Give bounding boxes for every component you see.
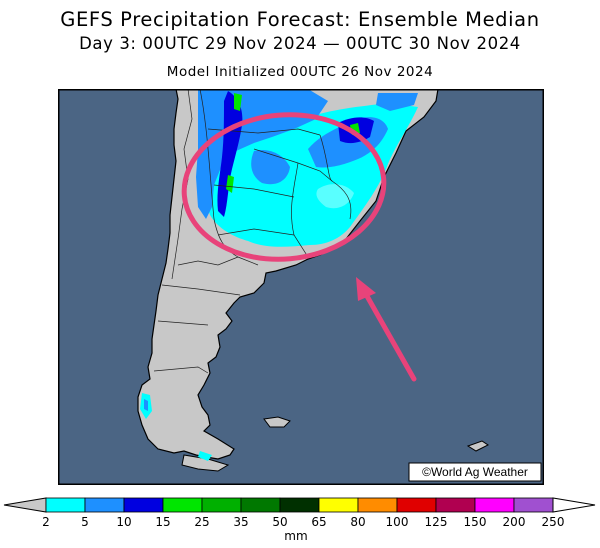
colorbar-tick-label: 25 <box>194 515 209 529</box>
colorbar-swatch <box>201 497 242 513</box>
colorbar-swatches <box>3 497 596 513</box>
colorbar-tick-label: 50 <box>272 515 287 529</box>
colorbar-swatch <box>513 497 554 513</box>
colorbar-tick-label: 2 <box>42 515 50 529</box>
colorbar-unit: mm <box>284 529 307 543</box>
colorbar-swatch <box>123 497 164 513</box>
colorbar-tick-label: 10 <box>116 515 131 529</box>
colorbar-above-max <box>552 497 596 513</box>
colorbar-tick-label: 250 <box>542 515 565 529</box>
arrow-icon <box>356 277 417 382</box>
credit-box <box>408 462 542 482</box>
colorbar-below-min <box>3 497 47 513</box>
colorbar-swatch <box>45 497 86 513</box>
colorbar-ticks: 2 5 10 15 25 35 50 65 80 100 125 150 200 250 <box>42 515 564 529</box>
precip-colorbar: 2 5 10 15 25 35 50 65 80 100 125 150 200 250 mm <box>3 497 596 543</box>
colorbar-tick-label: 125 <box>425 515 448 529</box>
map-frame <box>58 89 544 485</box>
precipitation-map: ©World Ag Weather <box>58 89 544 485</box>
colorbar-swatch <box>240 497 281 513</box>
colorbar-tick-label: 80 <box>350 515 365 529</box>
colorbar-swatch <box>318 497 359 513</box>
colorbar-tick-label: 150 <box>464 515 487 529</box>
colorbar-tick-label: 15 <box>155 515 170 529</box>
chart-title: GEFS Precipitation Forecast: Ensemble Me… <box>60 8 540 31</box>
highlight-ellipse <box>181 112 387 262</box>
colorbar-swatch <box>474 497 515 513</box>
model-init-time: Model Initialized 00UTC 26 Nov 2024 <box>166 64 434 80</box>
colorbar-swatch <box>84 497 125 513</box>
colorbar-swatch <box>357 497 398 513</box>
colorbar-tick-label: 100 <box>386 515 409 529</box>
credit-text: ©World Ag Weather <box>422 465 528 479</box>
colorbar-swatch <box>162 497 203 513</box>
south-georgia <box>466 440 489 452</box>
colorbar-swatch <box>279 497 320 513</box>
colorbar-tick-label: 35 <box>233 515 248 529</box>
southern-chile-precip <box>140 393 212 461</box>
colorbar-swatch <box>435 497 476 513</box>
colorbar-tick-label: 5 <box>81 515 89 529</box>
colorbar-tick-label: 200 <box>503 515 526 529</box>
colorbar-tick-label: 65 <box>311 515 326 529</box>
colorbar-swatch <box>396 497 437 513</box>
forecast-period: Day 3: 00UTC 29 Nov 2024 — 00UTC 30 Nov … <box>79 34 521 53</box>
falkland-islands <box>263 416 291 428</box>
